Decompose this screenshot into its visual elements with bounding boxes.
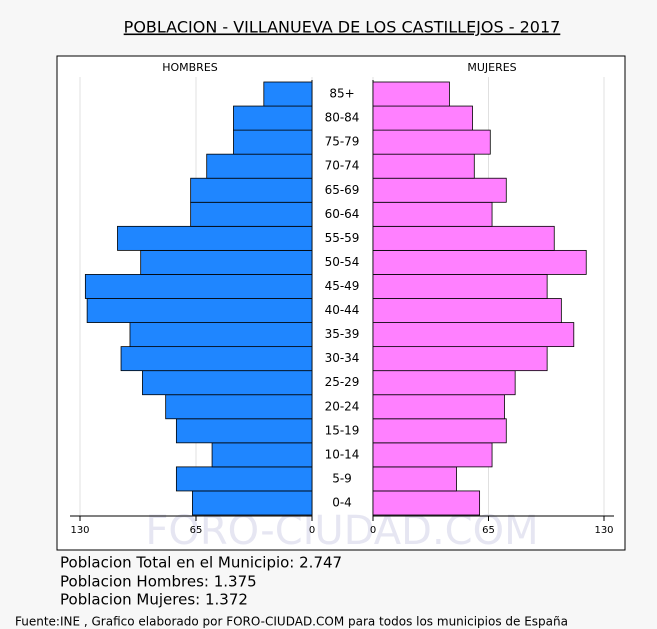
bar (192, 490, 313, 516)
legend-label: HOMBRES (162, 61, 218, 74)
x-tick-label: 65 (482, 525, 495, 536)
bar (233, 105, 313, 131)
bar (175, 466, 313, 492)
bar (263, 81, 313, 107)
category-label: 20-24 (325, 399, 360, 413)
category-label: 25-29 (325, 375, 360, 389)
category-label: 10-14 (325, 447, 360, 461)
note: Poblacion Total en el Municipio: 2.747 (60, 554, 342, 572)
category-label: 75-79 (325, 135, 360, 149)
bar (190, 177, 313, 203)
bar (372, 418, 507, 444)
bar (233, 129, 313, 155)
bar (372, 322, 575, 348)
x-tick-label: 65 (190, 525, 203, 536)
category-label: 30-34 (325, 351, 360, 365)
category-label: 0-4 (332, 495, 352, 509)
bar (86, 298, 313, 323)
bar (372, 129, 491, 155)
category-label: 80-84 (325, 111, 360, 125)
category-label: 40-44 (325, 303, 360, 317)
category-label: 5-9 (332, 471, 352, 485)
legend-label: MUJERES (467, 61, 516, 74)
category-label: 85+ (329, 87, 354, 101)
bar (84, 274, 313, 299)
bar (372, 105, 473, 131)
source: Fuente:INE , Grafico elaborado por FORO-… (15, 615, 568, 629)
category-label: 45-49 (325, 279, 360, 293)
bar (372, 370, 516, 396)
bar (211, 442, 313, 468)
category-label: 65-69 (325, 183, 360, 197)
bar (372, 249, 587, 275)
bar (372, 490, 481, 516)
bar (372, 225, 555, 251)
bar (372, 298, 562, 323)
x-tick-label: 130 (70, 525, 89, 536)
category-label: 55-59 (325, 231, 360, 245)
category-label: 60-64 (325, 207, 360, 221)
bar (372, 201, 493, 227)
bar (190, 201, 313, 227)
bar (175, 418, 313, 444)
x-tick-label: 0 (309, 525, 315, 536)
x-tick-label: 130 (594, 525, 613, 536)
note: Poblacion Mujeres: 1.372 (60, 591, 248, 609)
bar (117, 225, 313, 251)
bar (142, 370, 313, 396)
bar (372, 346, 548, 372)
bar (120, 346, 313, 372)
bar (140, 249, 313, 275)
category-label: 50-54 (325, 255, 360, 269)
note: Poblacion Hombres: 1.375 (60, 573, 257, 591)
category-label: 35-39 (325, 327, 360, 341)
bar (372, 442, 493, 468)
bar (372, 394, 505, 420)
bar (372, 81, 450, 107)
bar (206, 153, 313, 179)
category-label: 15-19 (325, 423, 360, 437)
bar (372, 177, 507, 203)
bar (372, 274, 548, 299)
x-tick-label: 0 (370, 525, 376, 536)
category-label: 70-74 (325, 159, 360, 173)
bar (372, 466, 457, 492)
bar (165, 394, 313, 420)
chart-title: POBLACION - VILLANUEVA DE LOS CASTILLEJO… (124, 18, 561, 37)
bar (372, 153, 475, 179)
bar (129, 322, 313, 348)
